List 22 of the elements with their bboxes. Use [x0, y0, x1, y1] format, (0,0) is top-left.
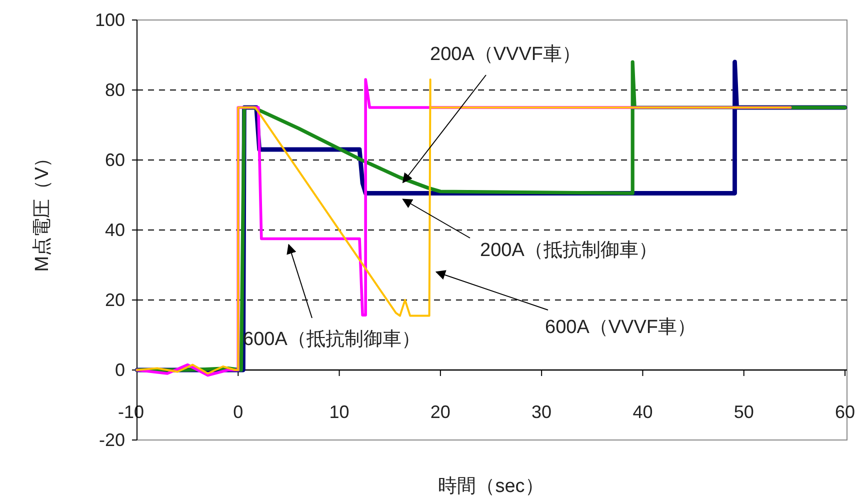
y-tick-label: 40	[104, 220, 125, 240]
annotation: 200A（VVVF車）	[430, 44, 581, 65]
x-tick-label: 0	[233, 402, 244, 422]
annotation: 600A（VVVF車）	[435, 270, 696, 338]
y-tick-label: 0	[114, 360, 125, 380]
y-tick-label: 80	[104, 80, 125, 100]
annotation: 600A（VVVF車）	[545, 317, 696, 338]
y-tick-label: 60	[104, 150, 125, 170]
x-axis-title: 時間（sec）	[438, 476, 544, 497]
y-tick-label: 100	[94, 10, 125, 30]
annotation: 200A（抵抗制御車）	[480, 240, 658, 261]
annotation: 200A（抵抗制御車）	[402, 198, 658, 261]
x-tick-label: 40	[632, 402, 653, 422]
y-tick-label: 20	[104, 290, 125, 310]
annotation: 200A（VVVF車）	[402, 44, 581, 184]
x-tick-label: 30	[532, 402, 552, 422]
x-tick-label: 20	[430, 402, 450, 422]
x-tick-label: 60	[834, 402, 856, 422]
x-tick-label: 10	[329, 402, 350, 422]
y-axis-title: M点電圧（V）	[32, 148, 53, 272]
x-tick-label: 50	[734, 402, 754, 422]
y-tick-label: -20	[98, 430, 125, 450]
